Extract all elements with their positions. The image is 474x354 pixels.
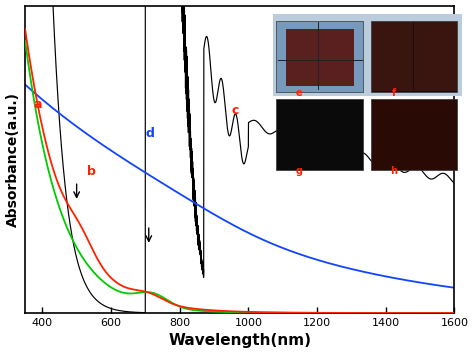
Text: e: e [296,87,302,98]
Bar [273,14,462,96]
Bar [371,99,457,171]
Bar [371,21,457,92]
X-axis label: Wavelength(nm): Wavelength(nm) [168,333,311,348]
Bar [276,21,363,92]
Text: g: g [296,166,302,176]
Text: h: h [391,166,397,176]
Text: a: a [34,98,42,111]
Text: f: f [392,87,396,98]
Y-axis label: Absorbance(a.u.): Absorbance(a.u.) [6,92,19,227]
Text: c: c [231,104,238,117]
Bar [286,29,354,86]
Text: d: d [146,127,154,140]
Bar [276,99,363,171]
Text: b: b [87,165,96,178]
